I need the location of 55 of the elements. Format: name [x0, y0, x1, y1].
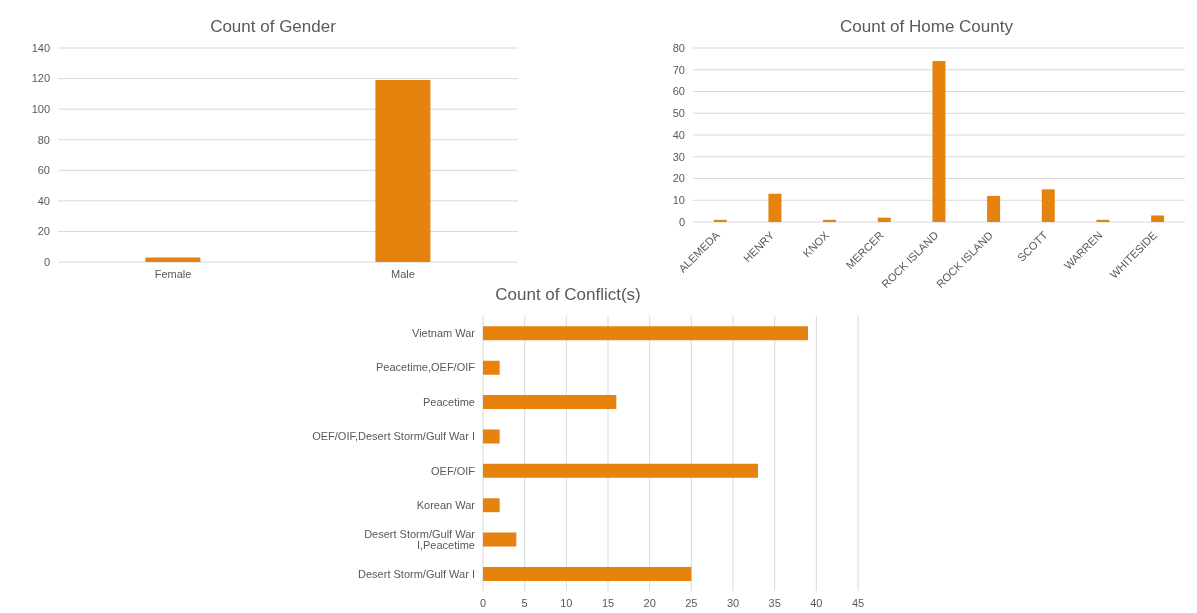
y-tick-label: 20	[672, 172, 685, 185]
bar	[1096, 219, 1110, 222]
bar	[483, 532, 517, 547]
y-tick-label: 70	[672, 63, 685, 76]
chart-title: Count of Conflict(s)	[495, 285, 641, 304]
bar	[713, 219, 727, 222]
x-tick-label: 0	[479, 596, 487, 609]
y-tick-label: 10	[672, 194, 685, 207]
bar	[483, 498, 500, 513]
y-tick-label: 40	[672, 128, 685, 141]
bar	[877, 217, 891, 222]
y-tick-label: 60	[37, 164, 50, 177]
bar	[483, 463, 758, 478]
y-tick-label: 80	[672, 41, 685, 54]
x-tick-label: Female	[154, 267, 192, 280]
x-tick-label: 20	[643, 596, 656, 609]
x-tick-label: 25	[685, 596, 698, 609]
y-tick-label: 50	[672, 107, 685, 120]
x-tick-label: 15	[601, 596, 615, 609]
y-tick-label: 60	[672, 85, 685, 98]
x-tick-label: 10	[560, 596, 573, 609]
x-tick-label: 30	[726, 596, 740, 609]
x-tick-label: 5	[521, 596, 528, 609]
y-tick-label: Peacetime,OEF/OIF	[375, 361, 476, 374]
bar	[483, 360, 500, 375]
y-tick-label: Vietnam War	[412, 327, 476, 340]
y-tick-label: Peacetime	[423, 395, 475, 408]
y-tick-label: Korean War	[416, 498, 476, 511]
y-tick-label: 0	[678, 215, 685, 228]
bar	[932, 61, 946, 222]
bar	[483, 395, 617, 410]
y-tick-label: OEF/OIF	[431, 464, 476, 477]
chart-title: Count of Gender	[209, 16, 337, 38]
chart-title: Count of Home County	[839, 16, 1014, 38]
y-tick-label: 100	[31, 103, 50, 116]
y-tick-label: OEF/OIF,Desert Storm/Gulf War I	[312, 430, 475, 443]
y-tick-label: 140	[31, 41, 50, 54]
y-tick-label: 80	[37, 133, 50, 146]
bar	[1151, 215, 1165, 222]
bar	[1041, 189, 1055, 222]
bar	[483, 429, 500, 444]
bar	[483, 326, 808, 341]
x-tick-label: 40	[810, 596, 823, 609]
x-tick-label: 35	[768, 596, 781, 609]
x-tick-label: Male	[391, 267, 415, 280]
x-tick-label: 45	[851, 596, 865, 609]
bar	[987, 195, 1001, 222]
y-tick-label: 120	[31, 72, 50, 85]
bar	[483, 566, 692, 581]
bar	[768, 193, 782, 222]
y-tick-label: 30	[672, 150, 685, 163]
y-tick-label: Desert Storm/Gulf War I,Peacetime	[364, 527, 476, 551]
y-tick-label: 40	[37, 194, 50, 207]
y-tick-label: Desert Storm/Gulf War I	[358, 567, 475, 580]
bar	[823, 219, 837, 222]
